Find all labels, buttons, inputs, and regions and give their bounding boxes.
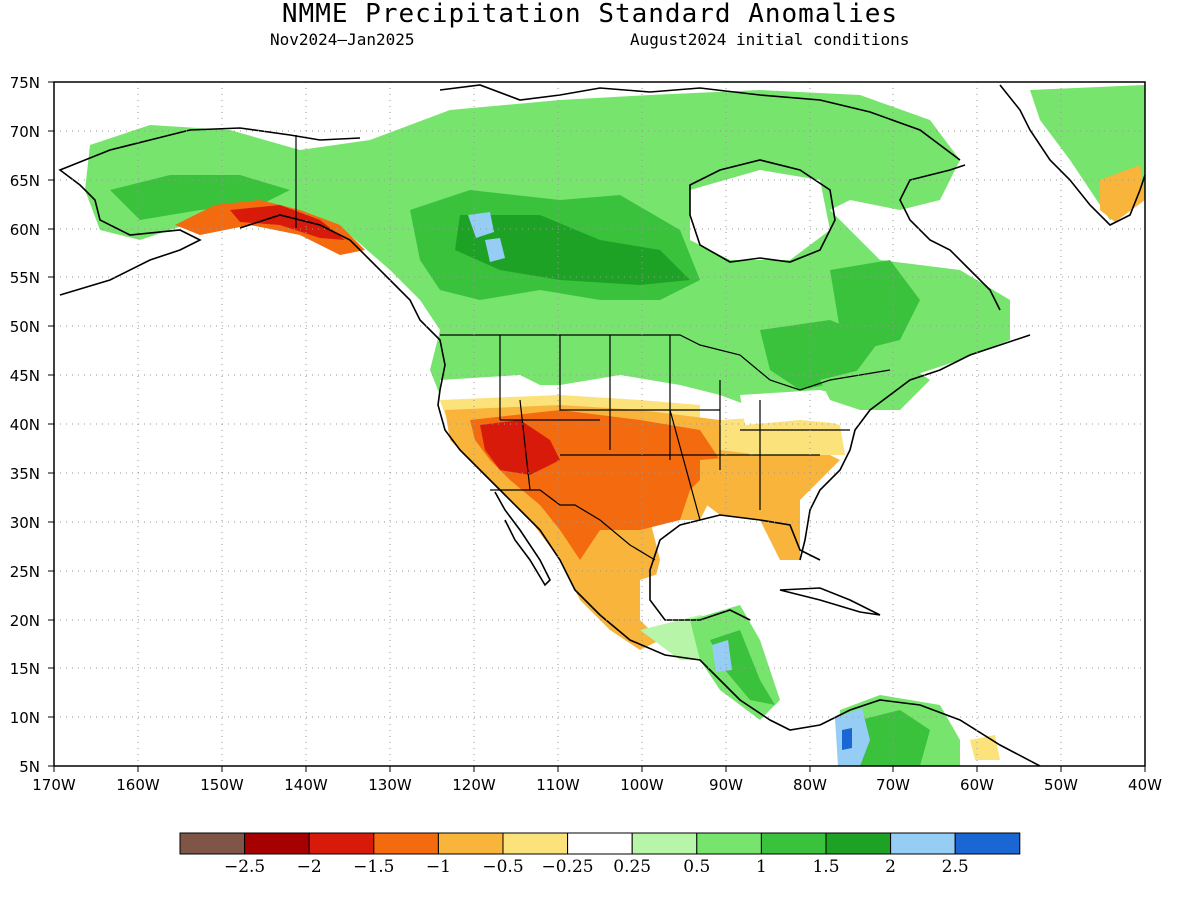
lat-label: 75N: [10, 74, 40, 92]
coastline-labrador: [899, 164, 1001, 311]
lon-label: 160W: [116, 776, 160, 794]
colorbar-label: −2.5: [224, 857, 265, 877]
colorbar-label: 1.5: [812, 857, 839, 877]
coastline-south-america: [819, 699, 1041, 766]
lon-label: 50W: [1044, 776, 1078, 794]
region-colombia-deep-blue: [842, 728, 852, 750]
colorbar-swatch: [437, 832, 504, 855]
lat-label: 60N: [10, 221, 40, 239]
coastline-us-east: [799, 334, 1031, 561]
anomaly-fields: [85, 85, 1145, 766]
colorbar-swatch: [502, 832, 569, 855]
colorbar-swatch: [954, 832, 1021, 855]
borders-us-states: [499, 335, 850, 521]
lat-label: 40N: [10, 416, 40, 434]
colorbar: −2.5 −2 −1.5 −1 −0.5 −0.25 0.25 0.5 1 1.5 2 2.5: [179, 832, 1021, 877]
colorbar-swatch: [308, 832, 375, 855]
region-hudson-wet-dark: [455, 215, 690, 285]
region-alaska-coast-dry: [175, 200, 365, 255]
region-great-bear-blue: [485, 238, 505, 262]
colorbar-swatch: [760, 832, 827, 855]
lon-label: 120W: [452, 776, 496, 794]
latitude-axis: 75N 70N 65N 60N 55N 50N 45N 40N 35N 30N …: [10, 74, 40, 776]
coastline-gulf: [649, 514, 821, 621]
lon-label: 70W: [876, 776, 910, 794]
political-borders: [295, 135, 891, 561]
coastline-alaska: [58, 127, 361, 296]
region-colombia-blue: [835, 708, 870, 766]
region-colombia-wet-dark: [860, 710, 930, 766]
lon-label: 90W: [709, 776, 743, 794]
colorbar-swatch: [373, 832, 439, 855]
grid-lines: [54, 82, 1145, 766]
region-southeast-light-dry: [720, 415, 845, 455]
lat-label: 50N: [10, 318, 40, 336]
lon-label: 170W: [32, 776, 76, 794]
colorbar-swatch: [631, 832, 698, 855]
region-alaska-coast-very-dry: [230, 205, 345, 240]
subtitle-initial-conditions: August2024 initial conditions: [630, 30, 909, 49]
colorbar-label: −0.25: [542, 857, 594, 877]
region-southeast-dry: [700, 450, 840, 560]
coastline-cuba: [779, 587, 881, 616]
colorbar-label: 1: [756, 857, 767, 877]
colorbar-swatch: [244, 832, 310, 855]
coastline-greenland: [999, 84, 1145, 226]
lat-label: 30N: [10, 514, 40, 532]
subtitle-period: Nov2024–Jan2025: [270, 30, 415, 49]
lon-label: 80W: [793, 776, 827, 794]
colorbar-label: 2: [885, 857, 896, 877]
lat-label: 65N: [10, 172, 40, 190]
coastline-us-west: [437, 389, 821, 731]
lon-label: 110W: [536, 776, 580, 794]
region-arctic-white: [320, 90, 440, 125]
region-guatemala-blue: [712, 640, 732, 672]
colorbar-swatch: [890, 832, 956, 855]
colorbar-label: −1.5: [353, 857, 394, 877]
map-title: NMME Precipitation Standard Anomalies: [282, 0, 898, 29]
colorbar-label: −1: [426, 857, 451, 877]
lat-label: 55N: [10, 269, 40, 287]
latitude-ticks: [48, 81, 54, 767]
longitude-ticks: [53, 766, 1146, 772]
border-us-canada: [440, 334, 891, 391]
colorbar-label: −2: [297, 857, 322, 877]
lat-label: 35N: [10, 465, 40, 483]
colorbar-label: 0.25: [613, 857, 651, 877]
coastlines: [58, 84, 1145, 766]
lat-label: 70N: [10, 123, 40, 141]
region-arizona-very-dry: [480, 420, 560, 475]
lat-label: 10N: [10, 709, 40, 727]
colorbar-label: −0.5: [482, 857, 523, 877]
lon-label: 130W: [368, 776, 412, 794]
region-alaska-wet-dark: [110, 175, 290, 220]
lon-label: 60W: [960, 776, 994, 794]
colorbar-swatch: [179, 832, 246, 855]
lon-label: 40W: [1128, 776, 1162, 794]
colorbar-swatch: [696, 832, 762, 855]
lat-label: 25N: [10, 563, 40, 581]
coastline-baja: [494, 491, 551, 587]
lon-label: 140W: [284, 776, 328, 794]
lat-label: 5N: [19, 758, 40, 776]
colorbar-label: 0.5: [683, 857, 710, 877]
region-hudson-bay-white: [690, 170, 830, 260]
lat-label: 15N: [10, 660, 40, 678]
region-northeast-wet: [820, 360, 930, 410]
border-us-mexico: [490, 489, 656, 561]
region-great-slave-blue: [468, 212, 494, 238]
colorbar-swatch: [567, 832, 633, 855]
colorbar-swatch: [825, 832, 892, 855]
coastline-hudson-bay: [689, 159, 836, 263]
lat-label: 20N: [10, 612, 40, 630]
lon-label: 100W: [620, 776, 664, 794]
lon-label: 150W: [200, 776, 244, 794]
colorbar-label: 2.5: [942, 857, 969, 877]
longitude-axis: 170W 160W 150W 140W 130W 120W 110W 100W …: [32, 776, 1162, 794]
lat-label: 45N: [10, 367, 40, 385]
region-quebec-wet: [830, 260, 920, 350]
coastline-arctic-islands: [439, 84, 961, 161]
